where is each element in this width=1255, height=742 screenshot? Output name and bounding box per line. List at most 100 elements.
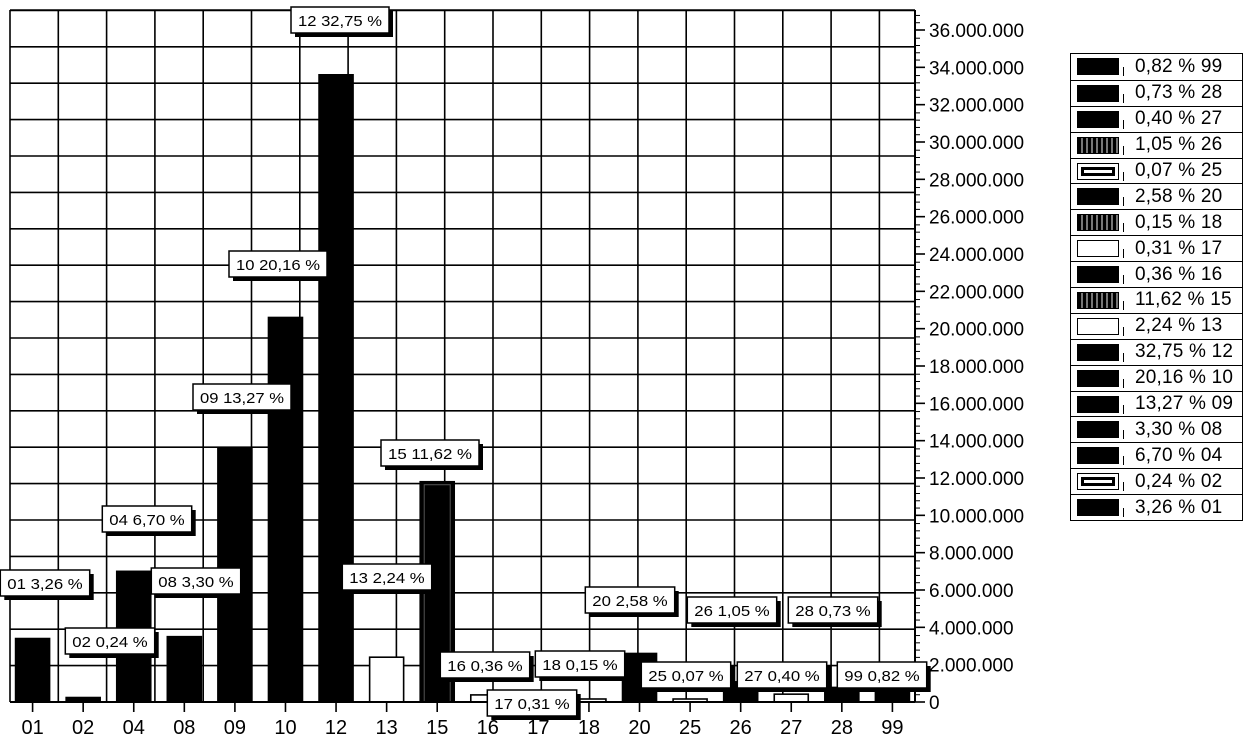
bar-01 [14, 637, 51, 703]
legend-item: 13,27 % 09 [1071, 390, 1242, 417]
data-label-box [787, 596, 879, 624]
legend-swatch [1077, 188, 1124, 207]
legend-label: 0,31 % 17 [1135, 237, 1223, 259]
legend-label: 2,58 % 20 [1135, 185, 1223, 207]
legend: 0,82 % 99 0,73 % 28 0,40 % 27 1,05 % 26 0,07… [1070, 53, 1243, 522]
x-tick-label-02: 02 [72, 717, 94, 739]
legend-label: 20,16 % 10 [1135, 367, 1234, 389]
y-tick-label: 20.000.000 [929, 320, 1024, 341]
x-tick-label-28: 28 [831, 717, 853, 739]
data-label-box [228, 250, 328, 278]
legend-item: 0,36 % 16 [1071, 261, 1242, 287]
data-labels: 01 3,26 % 02 0,24 % 04 6,70 % 08 3,30 % 09 1… [0, 6, 931, 720]
x-tick-label-17: 17 [527, 717, 549, 739]
legend-label: 0,24 % 02 [1135, 470, 1223, 492]
legend-label: 1,05 % 26 [1135, 134, 1223, 156]
data-label-text: 15 11,62 % [388, 446, 472, 463]
data-label-99: 99 0,82 % [836, 661, 931, 692]
x-tick-label-15: 15 [426, 717, 448, 739]
data-label-box [341, 563, 433, 591]
legend-swatch [1077, 395, 1124, 414]
y-tick-label: 4.000.000 [929, 618, 1014, 639]
data-label-box [534, 650, 626, 678]
y-tick-label: 32.000.000 [929, 96, 1024, 117]
data-label-12: 12 32,75 % [290, 6, 393, 37]
data-label-text: 12 32,75 % [298, 13, 382, 30]
data-label-box [584, 586, 676, 614]
x-tick-label-10: 10 [274, 717, 296, 739]
data-label-box [439, 651, 531, 679]
x-tick-label-26: 26 [730, 717, 752, 739]
legend-item: 0,73 % 28 [1071, 79, 1242, 106]
legend-swatch [1077, 84, 1124, 103]
data-label-25: 25 0,07 % [640, 661, 735, 692]
legend-swatch [1077, 291, 1124, 310]
legend-swatch [1077, 58, 1124, 77]
y-tick-label: 16.000.000 [929, 394, 1024, 415]
data-label-text: 01 3,26 % [7, 576, 82, 593]
data-label-20: 20 2,58 % [584, 586, 679, 617]
legend-label: 13,27 % 09 [1135, 393, 1234, 415]
legend-label: 6,70 % 04 [1135, 444, 1223, 466]
legend-item: 32,75 % 12 [1071, 338, 1242, 365]
x-tick-label-27: 27 [780, 717, 802, 739]
data-label-text: 17 0,31 % [494, 696, 569, 713]
data-label-text: 09 13,27 % [200, 390, 284, 407]
data-label-10: 10 20,16 % [228, 250, 331, 281]
data-label-08: 08 3,30 % [150, 567, 245, 598]
x-tick-label-09: 09 [224, 717, 246, 739]
y-tick-label: 18.000.000 [929, 357, 1024, 378]
x-tick-label-08: 08 [173, 717, 195, 739]
y-tick-label: 2.000.000 [929, 656, 1014, 677]
legend-item: 2,58 % 20 [1071, 183, 1242, 209]
legend-label: 0,36 % 16 [1135, 263, 1223, 285]
y-tick-label: 14.000.000 [929, 432, 1024, 453]
legend-item: 2,24 % 13 [1071, 312, 1242, 339]
legend-item: 0,31 % 17 [1071, 235, 1242, 261]
x-tick-label-16: 16 [477, 717, 499, 739]
data-label-27: 27 0,40 % [736, 661, 831, 692]
legend-swatch [1077, 110, 1124, 129]
x-tick-label-12: 12 [325, 717, 347, 739]
x-tick-label-01: 01 [21, 717, 43, 739]
data-label-text: 27 0,40 % [744, 668, 819, 685]
data-label-text: 28 0,73 % [795, 603, 870, 620]
legend-item: 1,05 % 26 [1071, 131, 1242, 158]
y-tick-label: 8.000.000 [929, 544, 1014, 565]
x-tick-label-20: 20 [628, 717, 650, 739]
bar-27 [773, 693, 810, 703]
legend-swatch [1077, 343, 1124, 362]
data-label-16: 16 0,36 % [439, 651, 534, 682]
data-label-text: 08 3,30 % [158, 574, 233, 591]
data-label-box [736, 661, 828, 689]
legend-label: 0,15 % 18 [1135, 211, 1223, 233]
legend-item: 11,62 % 15 [1071, 287, 1242, 313]
y-tick-label: 6.000.000 [929, 581, 1014, 602]
y-tick-label: 24.000.000 [929, 245, 1024, 266]
legend-swatch [1077, 214, 1124, 233]
data-label-26: 26 1,05 % [686, 596, 781, 627]
data-label-box [192, 383, 292, 411]
data-label-text: 10 20,16 % [236, 257, 320, 274]
y-tick-label: 28.000.000 [929, 170, 1024, 191]
data-label-28: 28 0,73 % [787, 596, 882, 627]
legend-swatch [1077, 136, 1124, 155]
legend-item: 3,26 % 01 [1071, 494, 1242, 520]
data-label-text: 25 0,07 % [648, 668, 723, 685]
data-label-15: 15 11,62 % [380, 439, 483, 470]
bar-12 [318, 74, 354, 703]
legend-swatch [1077, 447, 1124, 466]
legend-label: 2,24 % 13 [1135, 315, 1223, 337]
data-label-02: 02 0,24 % [64, 627, 159, 658]
x-axis: 01 02 04 08 09 10 12 13 15 16 17 18 20 25 26 27 28 99 [10, 701, 915, 739]
data-label-text: 02 0,24 % [72, 634, 147, 651]
legend-swatch [1077, 499, 1124, 518]
legend-label: 3,30 % 08 [1135, 418, 1223, 440]
y-tick-label: 30.000.000 [929, 133, 1024, 154]
legend-item: 0,40 % 27 [1071, 105, 1242, 132]
y-axis: 0 2.000.000 4.000.000 6.000.000 8.000.000 10.… [914, 10, 1024, 714]
data-label-box [150, 567, 242, 595]
legend-label: 3,26 % 01 [1135, 496, 1223, 518]
data-label-box [101, 505, 193, 533]
legend-swatch [1077, 421, 1124, 440]
